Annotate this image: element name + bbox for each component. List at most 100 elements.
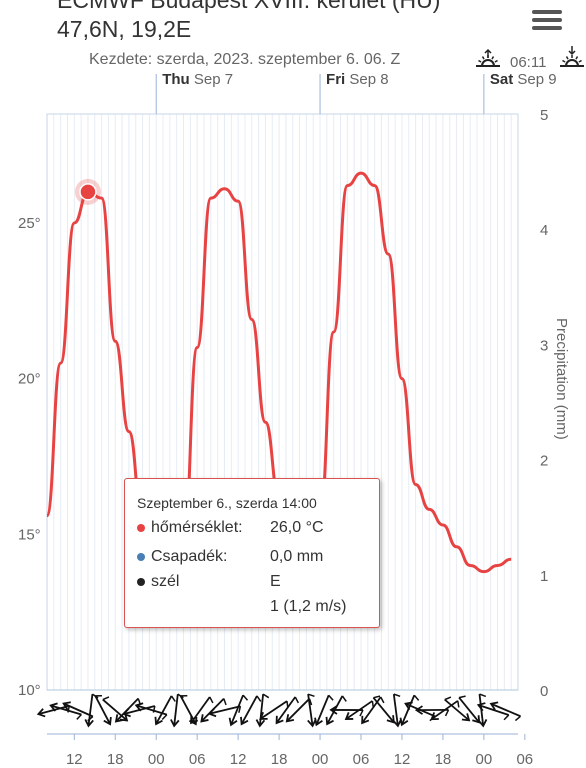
sun-ray (491, 56, 495, 60)
wind-arrow-head (62, 701, 71, 711)
wind-arrow-head (307, 718, 317, 728)
x-tick-label: 06 (516, 751, 533, 768)
y-tick-label: 25° (18, 215, 41, 232)
wind-arrow (49, 702, 82, 720)
wind-arrow-head (134, 702, 144, 712)
y2-tick-label: 0 (540, 683, 548, 700)
wind-arrow-shaft (345, 700, 373, 720)
day-label: Thu Sep 7 (162, 71, 233, 88)
x-tick-label: 12 (230, 751, 247, 768)
day-label-date: Sep 9 (513, 71, 556, 88)
wind-arrow-shaft (315, 694, 330, 726)
wind-arrow-head (399, 717, 409, 727)
sunset-icon (560, 46, 584, 67)
wind-arrow (154, 695, 176, 726)
x-tick-label: 06 (189, 751, 206, 768)
wind-barb (209, 696, 214, 704)
x-tick-label: 18 (435, 751, 452, 768)
precipitation-dot-icon (137, 552, 145, 561)
wind-arrow-head (392, 719, 402, 728)
wind-barb (161, 714, 168, 721)
highlight-point (79, 183, 97, 201)
wind-barb (413, 694, 420, 701)
wind-barb (380, 696, 385, 704)
hamburger-menu-icon[interactable] (532, 10, 562, 34)
wind-arrow-head (430, 712, 439, 721)
wind-arrow-shaft (87, 694, 94, 726)
x-tick-label: 12 (394, 751, 411, 768)
wind-arrow (190, 696, 214, 725)
wind-barb (242, 694, 249, 701)
wind-arrow (307, 693, 317, 728)
wind-arrow-head (114, 714, 124, 723)
wind-arrow-shaft (240, 695, 258, 725)
wind-arrows (36, 693, 521, 735)
wind-barb (76, 713, 82, 720)
wind-arrow-head (477, 719, 488, 728)
wind-arrow-shaft (155, 695, 173, 725)
wind-arrow (392, 693, 402, 728)
wind-arrow-head (154, 716, 163, 726)
temperature-dot-icon (137, 523, 145, 532)
chart-tooltip: Szeptember 6., szerda 14:00 hőmérséklet:… (124, 478, 380, 628)
location-title: ECMWF Budapest XVIII. kerület (HU) (57, 0, 441, 13)
wind-arrow-head (461, 713, 471, 722)
day-label: Sat Sep 9 (490, 71, 557, 88)
wind-arrow-head (476, 702, 486, 712)
wind-arrow-head (36, 708, 46, 718)
wind-arrow-head (207, 707, 217, 718)
day-label-date: Sep 8 (345, 71, 388, 88)
wind-arrow-head (329, 705, 338, 715)
wind-arrow (255, 693, 270, 728)
wind-arrow-head (190, 715, 199, 725)
wind-barb (393, 693, 401, 698)
wind-arrow-head (414, 705, 424, 715)
wind-arrow-shaft (307, 694, 314, 726)
y2-axis-label: Precipitation (mm) (553, 318, 570, 440)
day-label-date: Sep 7 (190, 71, 233, 88)
sun-ray (481, 56, 485, 60)
wind-arrow-head (240, 716, 249, 726)
wind-arrow-shaft (392, 694, 399, 726)
wind-arrow-shaft (372, 697, 395, 723)
x-tick-label: 18 (107, 751, 124, 768)
wind-arrow-head (228, 717, 238, 727)
sunrise-time: 06:11 (510, 54, 546, 71)
wind-arrow-shaft (190, 696, 211, 724)
wind-arrow-shaft (209, 705, 241, 715)
sun-ray (575, 56, 579, 60)
wind-arrow (240, 695, 262, 726)
wind-arrow-shaft (50, 704, 82, 716)
tooltip-value-temperature: 26,0 °C (270, 519, 324, 536)
wind-arrow-head (200, 714, 209, 723)
start-subtitle: Kezdete: szerda, 2023. szeptember 6. 06.… (89, 51, 401, 68)
wind-barb (262, 693, 270, 699)
y-tick-label: 15° (18, 526, 41, 543)
wind-barb (444, 709, 450, 717)
wind-arrow (489, 701, 521, 722)
arrow-head (484, 48, 492, 54)
wind-arrow (275, 696, 300, 725)
day-label: Fri Sep 8 (326, 71, 389, 88)
wind-arrow-shaft (444, 698, 470, 722)
wind-arrow-head (103, 716, 112, 726)
day-label-weekday: Sat (490, 71, 513, 88)
x-tick-label: 00 (312, 751, 329, 768)
tooltip-header: Szeptember 6., szerda 14:00 (137, 495, 317, 511)
sun-ray (478, 59, 482, 63)
tooltip-label: szél (151, 573, 180, 590)
wind-barb (238, 706, 242, 713)
wind-arrow (228, 694, 249, 727)
wind-arrow-head (84, 719, 94, 728)
wind-arrow (444, 696, 471, 722)
wind-barb (256, 695, 262, 702)
wind-arrow-shaft (102, 698, 128, 722)
wind-arrow (476, 702, 510, 721)
coordinates-title: 47,6N, 19,2E (57, 16, 192, 42)
wind-barb (514, 715, 521, 722)
wind-arrow (94, 694, 112, 726)
x-tick-label: 00 (148, 751, 165, 768)
temperature-series-line (45, 171, 512, 574)
tooltip-row-precipitation: Csapadék: (137, 548, 228, 566)
